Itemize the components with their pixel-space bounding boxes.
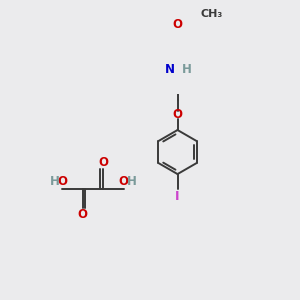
Text: O: O [172, 17, 182, 31]
Text: H: H [182, 63, 191, 76]
Text: I: I [175, 190, 180, 202]
Text: H: H [50, 175, 59, 188]
Text: CH₃: CH₃ [200, 9, 223, 20]
Text: N: N [165, 63, 175, 76]
Text: O: O [172, 108, 182, 122]
Text: O: O [119, 175, 129, 188]
Text: H: H [127, 175, 136, 188]
Text: O: O [57, 175, 67, 188]
Text: O: O [78, 208, 88, 221]
Text: O: O [98, 156, 108, 169]
